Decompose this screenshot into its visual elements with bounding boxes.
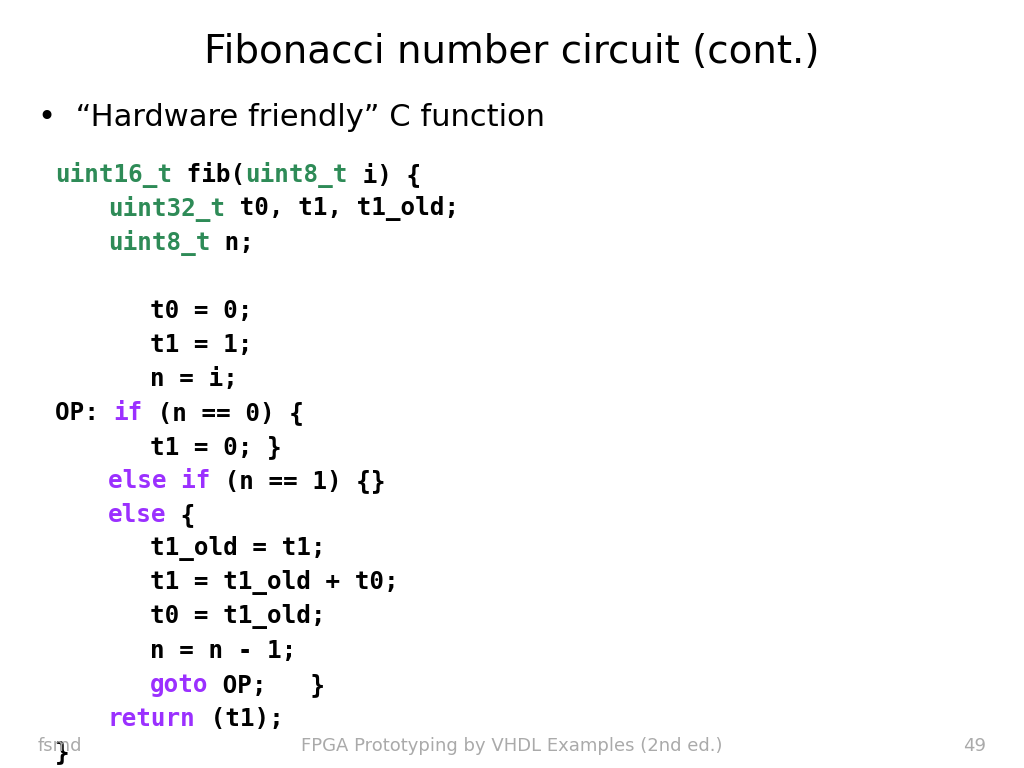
Text: t0 = t1_old;: t0 = t1_old; [150, 604, 326, 629]
Text: n = i;: n = i; [150, 367, 238, 391]
Text: uint8_t: uint8_t [245, 162, 347, 188]
Text: 49: 49 [963, 737, 986, 755]
Text: Fibonacci number circuit (cont.): Fibonacci number circuit (cont.) [204, 33, 820, 71]
Text: t0 = 0;: t0 = 0; [150, 299, 252, 323]
Text: {: { [166, 503, 196, 527]
Text: uint32_t: uint32_t [108, 196, 224, 222]
Text: i) {: i) { [347, 163, 421, 187]
Text: (t1);: (t1); [196, 707, 284, 730]
Text: (n == 0) {: (n == 0) { [142, 401, 304, 425]
Text: uint16_t: uint16_t [55, 162, 172, 188]
Text: OP;   }: OP; } [209, 673, 326, 697]
Text: •  “Hardware friendly” C function: • “Hardware friendly” C function [38, 104, 545, 132]
Text: }: } [55, 740, 70, 765]
Text: OP:: OP: [55, 401, 114, 425]
Text: n;: n; [210, 231, 254, 255]
Text: n = n - 1;: n = n - 1; [150, 639, 296, 663]
Text: return: return [108, 707, 196, 730]
Text: fib(: fib( [172, 163, 245, 187]
Text: t1 = 1;: t1 = 1; [150, 333, 252, 357]
Text: FPGA Prototyping by VHDL Examples (2nd ed.): FPGA Prototyping by VHDL Examples (2nd e… [301, 737, 723, 755]
Text: goto: goto [150, 673, 209, 697]
Text: t1_old = t1;: t1_old = t1; [150, 536, 326, 561]
Text: fsmd: fsmd [38, 737, 83, 755]
Text: uint8_t: uint8_t [108, 230, 210, 256]
Text: else: else [108, 503, 166, 527]
Text: t1 = 0; }: t1 = 0; } [150, 435, 282, 458]
Text: (n == 1) {}: (n == 1) {} [210, 468, 386, 493]
Text: if: if [114, 401, 142, 425]
Text: t0, t1, t1_old;: t0, t1, t1_old; [224, 197, 459, 221]
Text: t1 = t1_old + t0;: t1 = t1_old + t0; [150, 570, 398, 595]
Text: else if: else if [108, 468, 210, 493]
